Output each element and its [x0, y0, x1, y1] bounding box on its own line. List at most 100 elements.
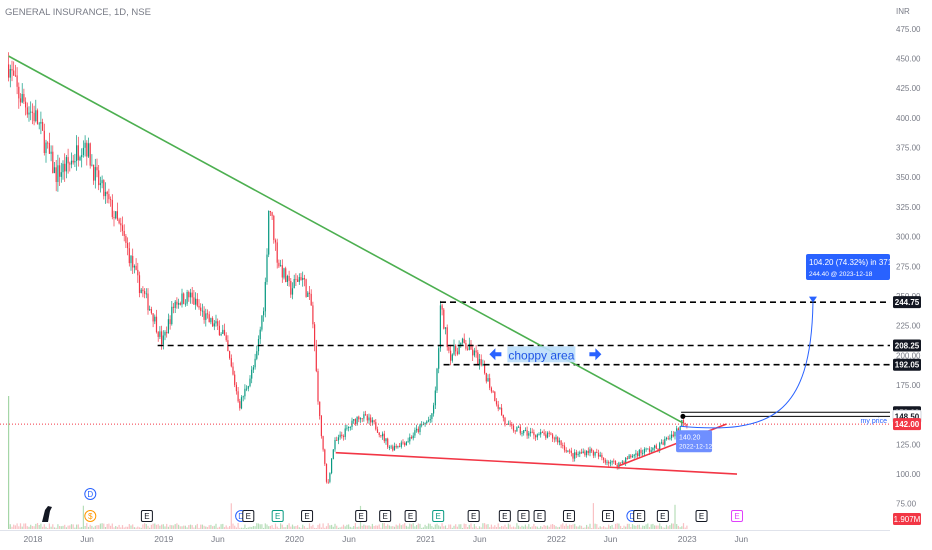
volume-bar	[582, 527, 584, 529]
candle-body	[242, 396, 244, 398]
candle-body	[19, 98, 22, 103]
candle-body	[76, 145, 78, 161]
volume-bar	[569, 524, 571, 529]
candle-body	[266, 254, 268, 282]
volume-bar	[608, 524, 610, 529]
candle-body	[563, 445, 566, 451]
candle-body	[135, 265, 137, 270]
candle-body	[679, 426, 681, 431]
volume-bar	[322, 523, 324, 529]
candle-body	[263, 311, 265, 316]
candle-body	[339, 434, 341, 438]
candle-body	[523, 430, 525, 434]
candle-body	[288, 276, 290, 281]
volume-bar	[409, 523, 411, 529]
candle-body	[195, 298, 197, 305]
candle-body	[189, 292, 192, 298]
projection-label: 104.20 (74.32%) in 371	[809, 258, 893, 267]
candle-body	[436, 368, 438, 391]
volume-bar	[18, 526, 20, 529]
volume-bar	[101, 523, 103, 529]
candle-body	[456, 351, 458, 355]
candle-body	[487, 378, 489, 382]
candle-body	[206, 313, 209, 315]
volume-bar	[336, 525, 338, 529]
candle-body	[89, 143, 91, 166]
volume-bar	[271, 525, 273, 529]
volume-bar	[555, 526, 557, 529]
candle-body	[59, 165, 61, 177]
candle-body	[485, 373, 487, 382]
candle-body	[584, 451, 586, 456]
volume-bar	[599, 526, 601, 529]
candle-body	[516, 427, 518, 432]
candle-body	[589, 449, 591, 453]
volume-bar	[138, 527, 141, 529]
volume-bar	[562, 523, 564, 529]
volume-bar	[489, 527, 491, 529]
event-marker-square	[731, 510, 744, 522]
volume-bar	[110, 525, 112, 529]
candle-body	[140, 289, 142, 293]
candle-body	[208, 314, 210, 323]
axis-price-label-bg	[893, 418, 921, 431]
volume-bar	[538, 527, 540, 529]
volume-bar	[349, 526, 351, 529]
candle-body	[93, 164, 95, 181]
volume-bar	[223, 527, 226, 529]
volume-bar	[25, 523, 27, 529]
volume-bar	[506, 527, 508, 529]
event-marker-letter: E	[436, 512, 441, 521]
candle-body	[111, 200, 113, 218]
volume-bar	[154, 523, 156, 529]
volume-bar	[225, 525, 227, 529]
volume-bar	[91, 525, 93, 529]
volume-bar	[618, 523, 620, 529]
volume-bar	[587, 526, 589, 529]
event-marker-square	[498, 510, 511, 522]
volume-bar	[392, 526, 394, 529]
candle-body	[555, 437, 557, 440]
candle-body	[395, 445, 397, 448]
candle-body	[147, 293, 149, 311]
candle-body	[434, 390, 436, 406]
volume-bar	[356, 526, 358, 529]
event-marker-letter: E	[699, 512, 704, 521]
event-marker-letter: E	[382, 512, 387, 521]
candle-body	[188, 292, 190, 298]
event-marker-square	[633, 510, 646, 522]
candle-body	[346, 427, 348, 429]
candle-body	[157, 332, 159, 337]
volume-bar	[315, 528, 317, 529]
projection-sublabel: 244.40 @ 2023-12-18	[809, 271, 873, 278]
candle-body	[174, 301, 176, 308]
volume-bar	[142, 524, 144, 529]
candle-body	[312, 305, 314, 325]
volume-bar	[33, 526, 35, 529]
candle-body	[433, 405, 435, 414]
volume-bar	[563, 525, 566, 529]
x-tick-label: Jun	[80, 534, 94, 544]
candle-body	[40, 122, 42, 124]
volume-bar	[342, 524, 345, 529]
candle-body	[261, 315, 263, 330]
candle-body	[603, 457, 605, 460]
volume-bar	[637, 524, 639, 529]
axis-price-label-bg	[893, 339, 921, 352]
candle-body	[366, 415, 368, 421]
candle-body	[380, 435, 382, 437]
event-marker-letter: E	[408, 512, 413, 521]
volume-bar	[497, 523, 499, 529]
volume-bar	[145, 524, 147, 529]
candle-body	[308, 292, 311, 294]
candle-body	[110, 199, 112, 200]
volume-bar	[283, 527, 285, 529]
volume-bar	[427, 523, 430, 529]
candle-body	[256, 351, 258, 359]
volume-bar	[450, 524, 452, 529]
volume-bar	[667, 526, 669, 529]
projection-label-box	[806, 254, 890, 280]
candle-body	[674, 431, 676, 437]
candle-body	[123, 231, 125, 236]
